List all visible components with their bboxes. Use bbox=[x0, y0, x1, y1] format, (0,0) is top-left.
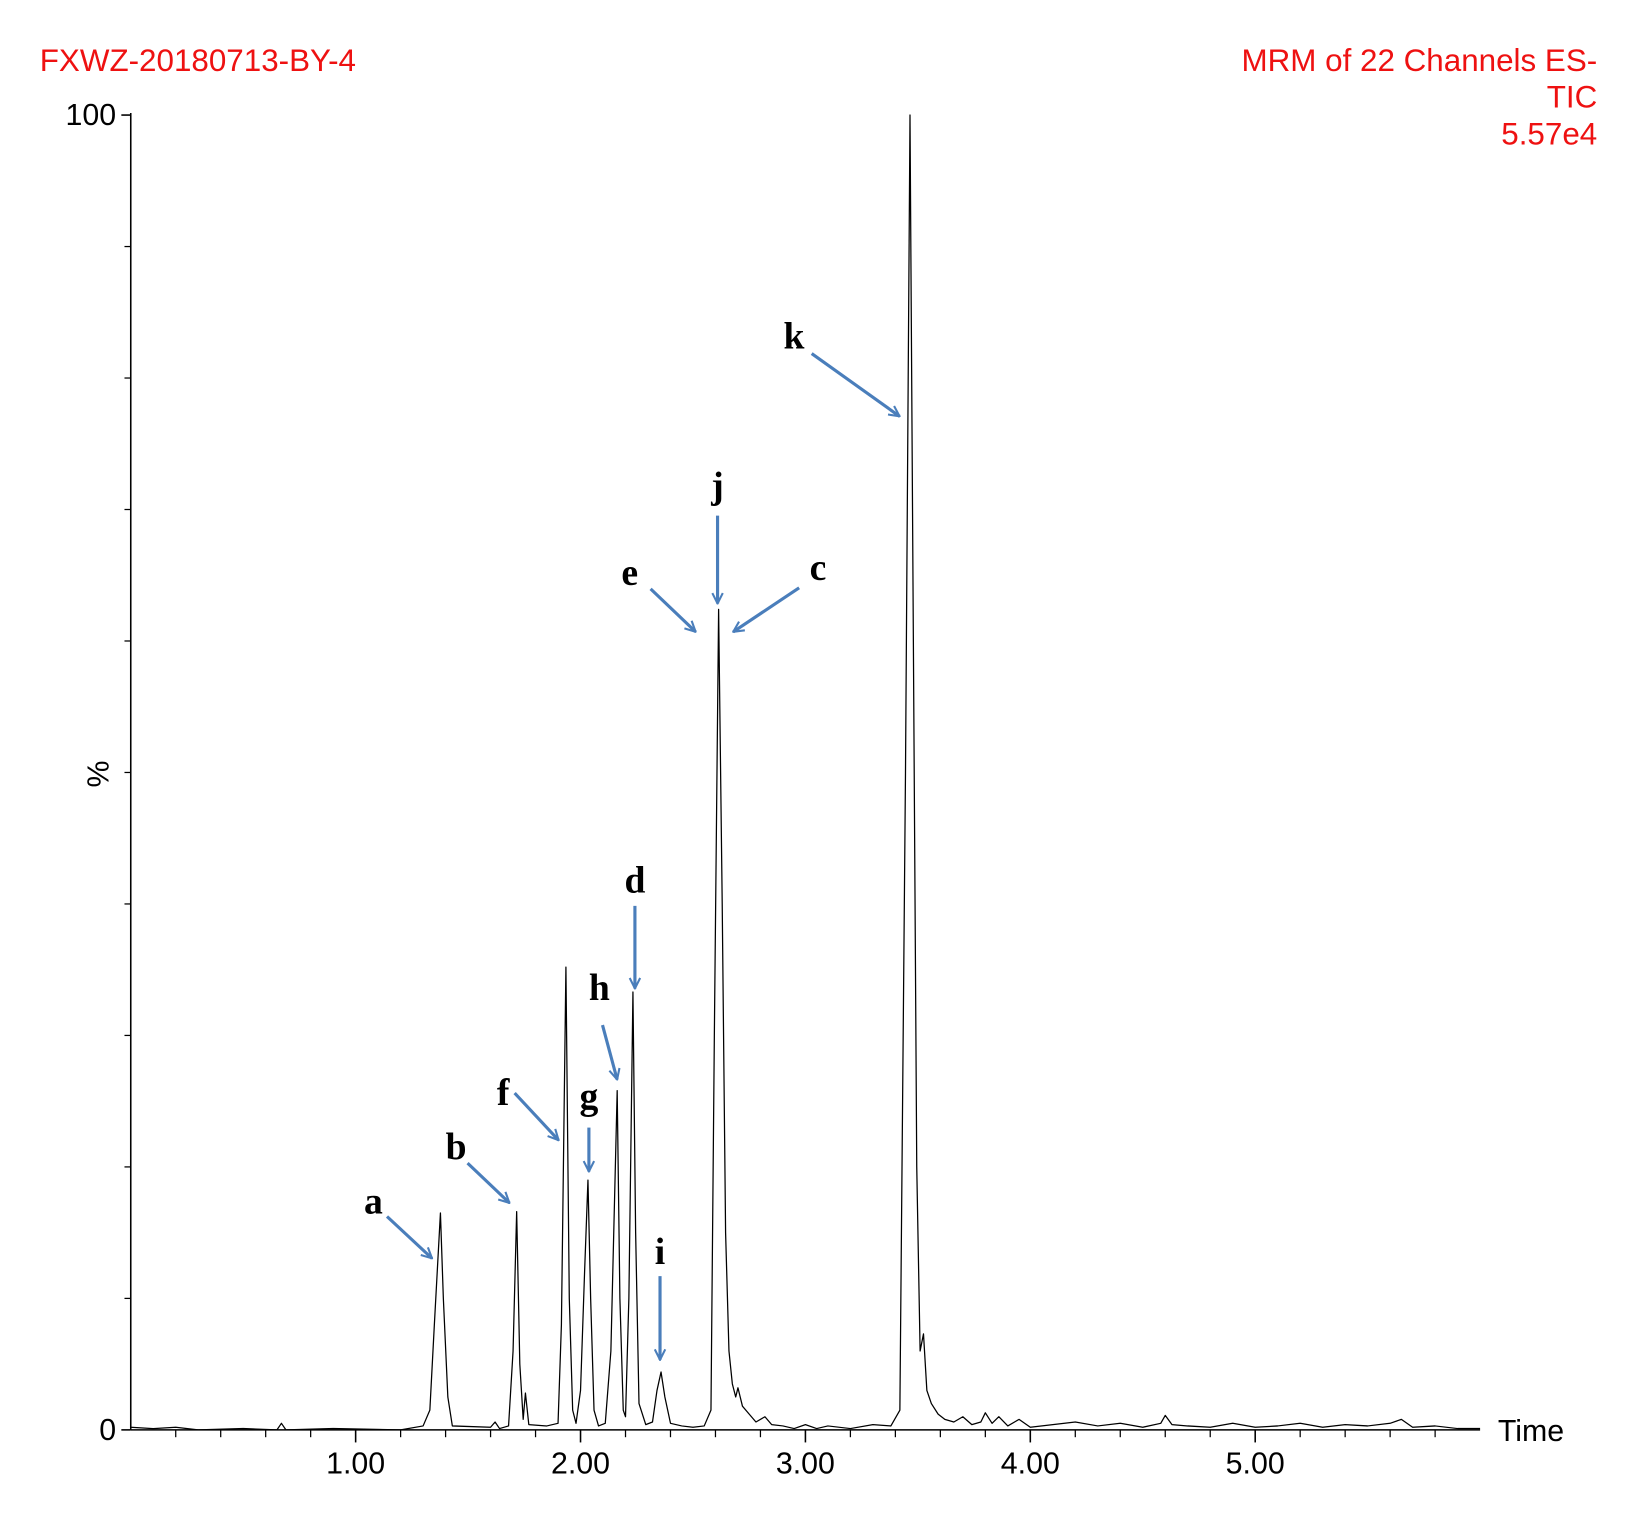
x-tick-label: 3.00 bbox=[776, 1447, 835, 1480]
peak-label: i bbox=[655, 1231, 665, 1273]
x-tick-label: 2.00 bbox=[551, 1447, 610, 1480]
peak-label: d bbox=[624, 860, 645, 902]
peak-label: k bbox=[783, 316, 804, 358]
x-tick-label: 1.00 bbox=[326, 1447, 385, 1480]
y-tick-label: 0 bbox=[99, 1414, 116, 1447]
y-tick-label: 100 bbox=[65, 99, 116, 132]
peak-label: j bbox=[710, 465, 724, 507]
x-axis-label: Time bbox=[1498, 1415, 1564, 1448]
subtitle: 5.57e4 bbox=[1501, 116, 1597, 151]
subtitle: MRM of 22 Channels ES- bbox=[1242, 43, 1598, 78]
peak-label: f bbox=[497, 1072, 510, 1114]
chart-title: FXWZ-20180713-BY-4 bbox=[40, 43, 356, 78]
peak-arrow bbox=[600, 1024, 617, 1079]
peak-arrow bbox=[466, 1162, 510, 1203]
peak-arrow bbox=[385, 1215, 432, 1258]
peak-label: g bbox=[579, 1076, 598, 1118]
peak-label: a bbox=[364, 1181, 383, 1223]
peak-label: h bbox=[589, 967, 610, 1009]
peak-arrow bbox=[649, 587, 696, 632]
subtitle: TIC bbox=[1547, 80, 1598, 115]
trace bbox=[130, 114, 1481, 1431]
plot: FXWZ-20180713-BY-4 MRM of 22 Channels ES… bbox=[40, 43, 1597, 1480]
x-tick-label: 4.00 bbox=[1001, 1447, 1060, 1480]
peak-label: c bbox=[810, 547, 827, 589]
peak-arrow bbox=[733, 586, 801, 634]
x-tick-label: 5.00 bbox=[1226, 1447, 1285, 1480]
peak-label: b bbox=[446, 1126, 467, 1168]
y-axis-label: % bbox=[82, 761, 115, 788]
peak-arrow bbox=[513, 1091, 559, 1140]
peak-arrow bbox=[810, 352, 900, 417]
peak-label: e bbox=[621, 552, 638, 594]
